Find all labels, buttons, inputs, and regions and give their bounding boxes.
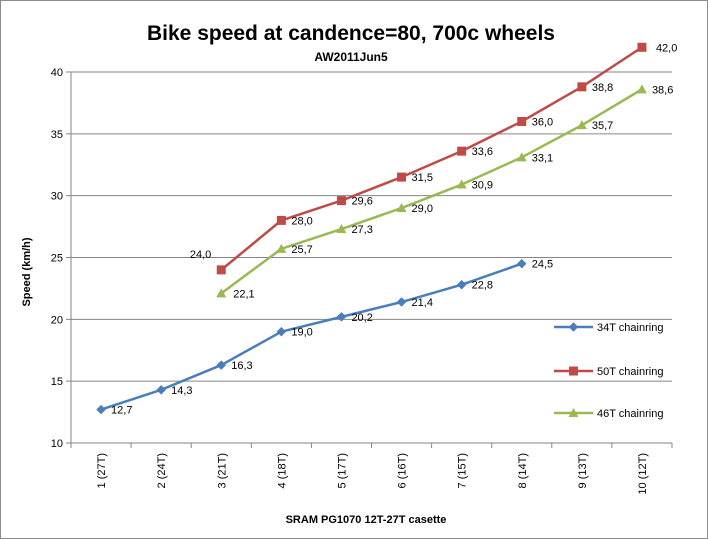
data-label: 30,9 — [472, 180, 493, 192]
legend-marker — [568, 322, 579, 332]
x-tick-label: 8 (14T) — [517, 453, 529, 488]
x-tick-label: 10 (12T) — [637, 453, 649, 495]
legend-item: 50T chainring — [554, 366, 663, 378]
data-point — [96, 404, 106, 415]
data-label: 14,3 — [171, 385, 192, 397]
y-tick-label: 40 — [51, 67, 63, 79]
data-point — [516, 152, 527, 162]
data-point — [457, 146, 467, 156]
data-point — [336, 224, 347, 234]
x-tick-label: 1 (27T) — [96, 453, 108, 488]
data-point — [456, 279, 467, 290]
legend-item: 46T chainring — [554, 408, 663, 420]
data-point — [276, 215, 286, 225]
data-label: 22,1 — [233, 288, 254, 300]
data-label: 36,0 — [532, 116, 553, 128]
data-label: 33,1 — [532, 152, 553, 164]
series-3: 22,1 25,7 27,3 29,0 30,9 33,1 35,7 38,6 — [216, 84, 673, 300]
data-point — [516, 258, 527, 269]
data-point — [576, 120, 587, 130]
data-point — [637, 42, 647, 52]
data-point — [456, 179, 467, 189]
series-group: 12,7 14,3 16,3 19,0 20,2 21,4 22,8 24,5 24,0 28,0… — [96, 42, 677, 417]
data-label: 22,8 — [472, 280, 493, 292]
chart-title: Bike speed at candence=80, 700c wheels — [147, 22, 555, 45]
data-label: 24,5 — [532, 259, 553, 271]
y-tick-label: 30 — [51, 191, 63, 203]
series-line — [220, 88, 643, 295]
data-point — [216, 265, 226, 275]
data-point — [336, 312, 347, 322]
series-line — [100, 262, 523, 411]
x-tick-label: 2 (24T) — [156, 453, 168, 488]
series-1: 12,7 14,3 16,3 19,0 20,2 21,4 22,8 24,5 — [96, 258, 553, 417]
y-tick-label: 25 — [51, 253, 63, 265]
x-tick-label: 7 (15T) — [457, 453, 469, 488]
x-tick-label: 9 (13T) — [577, 453, 589, 488]
data-point — [517, 116, 527, 126]
data-label: 25,7 — [291, 244, 312, 256]
data-label: 16,3 — [231, 360, 252, 372]
series-line — [220, 46, 643, 271]
data-label: 29,0 — [412, 203, 433, 215]
legend-marker — [568, 408, 579, 417]
chart-subtitle: AW2011Jun5 — [314, 50, 388, 64]
data-point — [276, 243, 287, 253]
y-tick-label: 20 — [51, 314, 63, 326]
data-label: 12,7 — [111, 405, 132, 417]
data-label: 27,3 — [351, 224, 372, 236]
data-point — [636, 84, 647, 94]
data-point — [396, 297, 407, 307]
data-label: 38,8 — [592, 82, 613, 94]
data-point — [156, 384, 167, 395]
legend-marker — [569, 366, 578, 376]
data-point — [216, 360, 227, 370]
legend-label: 50T chainring — [597, 366, 663, 378]
y-tick-label: 35 — [51, 129, 63, 141]
legend-label: 34T chainring — [597, 322, 663, 334]
x-axis-label: SRAM PG1070 12T-27T casette — [286, 514, 447, 526]
data-label: 21,4 — [412, 297, 433, 309]
gridlines — [71, 71, 672, 382]
data-point — [216, 288, 227, 298]
data-point — [577, 82, 587, 92]
data-label: 33,6 — [472, 146, 493, 158]
data-label: 24,0 — [190, 249, 211, 261]
data-label: 31,5 — [412, 172, 433, 184]
x-tick-label: 4 (18T) — [276, 453, 288, 488]
data-label: 19,0 — [291, 327, 312, 339]
series-2: 24,0 28,0 29,6 31,5 33,6 36,0 38,8 42,0 — [190, 42, 677, 275]
data-label: 35,7 — [592, 120, 613, 132]
x-tick-label: 3 (21T) — [216, 453, 228, 488]
legend-item: 34T chainring — [554, 322, 663, 334]
x-tick-label: 5 (17T) — [336, 453, 348, 488]
axes: 10 15 20 25 30 35 40 1 (27T) 2 (24T) 3 (21T) 4 (18… — [51, 67, 673, 495]
data-label: 38,6 — [652, 84, 673, 96]
legend-label: 46T chainring — [597, 408, 663, 420]
data-point — [276, 326, 287, 337]
data-point — [336, 196, 346, 206]
data-point — [396, 203, 407, 213]
data-label: 29,6 — [351, 196, 372, 208]
x-tick-label: 6 (16T) — [397, 453, 409, 488]
y-tick-label: 10 — [51, 438, 63, 450]
data-label: 28,0 — [291, 215, 312, 227]
data-point — [397, 172, 407, 182]
data-label: 42,0 — [656, 42, 677, 54]
y-tick-label: 15 — [51, 376, 63, 388]
legend: 34T chainring 50T chainring 46T chainring — [554, 322, 663, 420]
y-axis-label: Speed (km/h) — [21, 237, 33, 306]
data-label: 20,2 — [351, 312, 372, 324]
